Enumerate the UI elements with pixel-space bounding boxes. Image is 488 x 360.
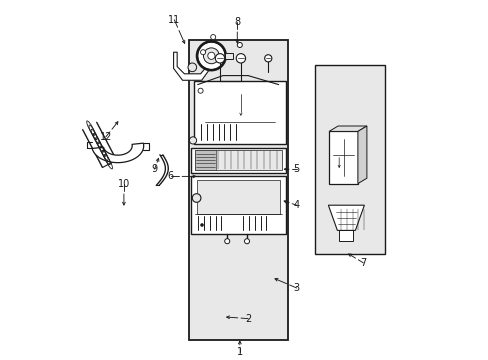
Text: 1: 1 (236, 347, 243, 357)
Bar (339, 230, 353, 241)
Circle shape (237, 42, 242, 48)
Bar (191, 176, 285, 234)
Bar (191, 148, 285, 173)
Circle shape (210, 35, 215, 40)
Polygon shape (92, 143, 143, 163)
Text: 2: 2 (244, 314, 251, 324)
Text: 11: 11 (168, 15, 180, 25)
Polygon shape (357, 126, 366, 184)
Circle shape (264, 55, 271, 62)
Bar (328, 131, 357, 184)
Bar (194, 81, 285, 144)
Circle shape (207, 52, 215, 59)
Bar (194, 150, 215, 170)
Circle shape (224, 239, 229, 244)
Bar (314, 65, 384, 254)
Circle shape (189, 137, 196, 144)
Circle shape (198, 88, 203, 93)
Polygon shape (328, 126, 366, 131)
Polygon shape (173, 52, 210, 80)
Polygon shape (328, 205, 364, 230)
Circle shape (215, 54, 224, 63)
Circle shape (187, 63, 196, 72)
Circle shape (197, 42, 224, 69)
Bar (224, 53, 232, 59)
Text: 4: 4 (293, 200, 299, 210)
Text: 6: 6 (167, 171, 173, 181)
Circle shape (192, 194, 201, 202)
Text: 3: 3 (293, 283, 299, 293)
Text: 12: 12 (100, 132, 112, 142)
Bar (196, 180, 280, 214)
Text: 7: 7 (360, 258, 366, 268)
Circle shape (200, 50, 205, 55)
Text: 9: 9 (151, 164, 157, 174)
Bar (188, 40, 287, 340)
Text: 10: 10 (118, 179, 130, 189)
Circle shape (236, 54, 245, 63)
Text: 8: 8 (234, 17, 240, 27)
Text: 5: 5 (293, 164, 299, 174)
Circle shape (203, 48, 219, 64)
Circle shape (200, 223, 203, 227)
Circle shape (244, 239, 249, 244)
Bar (194, 150, 282, 170)
